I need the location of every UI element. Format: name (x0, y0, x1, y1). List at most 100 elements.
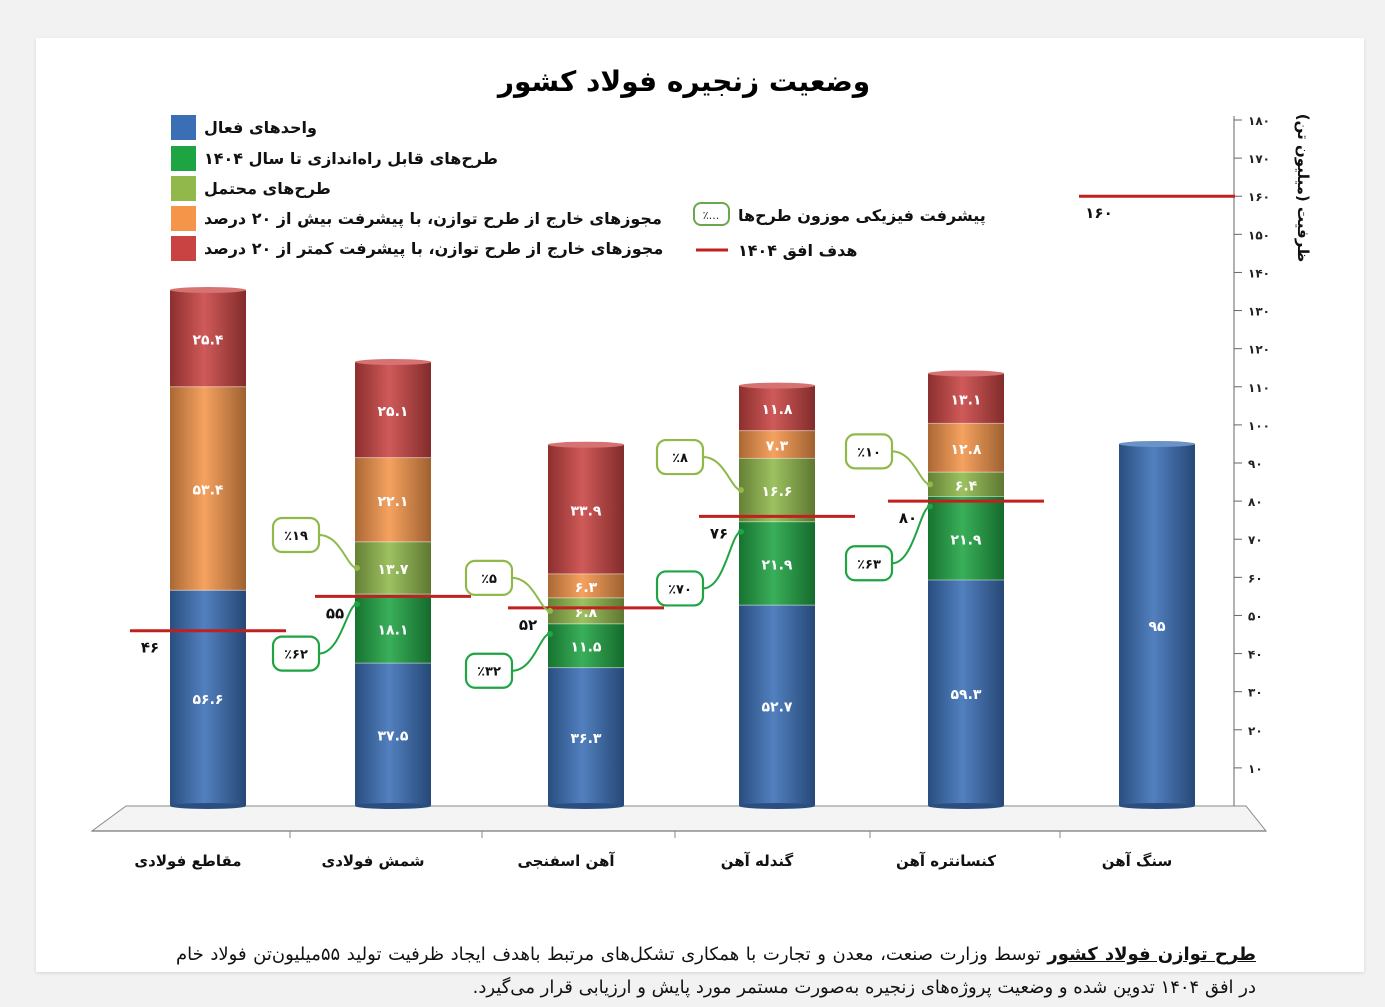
legend-item-label: واحدهای فعال (204, 118, 317, 137)
data-label: ۱۲.۸ (951, 442, 982, 458)
y-tick-label: ۷۰ (1248, 533, 1263, 547)
progress-connector (702, 530, 742, 590)
progress-value: ٪۳۲ (477, 665, 501, 680)
data-label: ۱۱.۸ (762, 402, 793, 418)
bar-segment (355, 457, 431, 542)
legend-swatch (171, 115, 196, 140)
y-tick-label: ۱۰ (1248, 762, 1263, 776)
category-label: شمش فولادی (321, 852, 424, 870)
legend-item-label: مجوزهای خارج از طرح توازن، با پیشرفت کمت… (204, 239, 663, 259)
progress-connector (511, 576, 551, 612)
bar-segment (1119, 443, 1195, 806)
bar-base (548, 803, 624, 809)
footnote: طرح توازن فولاد کشور توسط وزارت صنعت، مع… (176, 938, 1256, 1004)
progress-box (844, 433, 894, 470)
bar-segment (928, 496, 1004, 581)
progress-value: ٪۶۳ (857, 557, 881, 572)
bar-cap (355, 359, 431, 366)
y-tick-label: ۵۰ (1248, 609, 1263, 623)
progress-value: ٪۸ (672, 451, 688, 466)
progress-box (655, 438, 705, 476)
progress-box (655, 570, 705, 607)
y-tick-label: ۱۶۰ (1248, 190, 1270, 204)
chart-title: وضعیت زنجیره فولاد کشور (496, 65, 870, 98)
category-label: سنگ آهن (1102, 852, 1173, 870)
bar-segment (170, 289, 246, 387)
y-tick-label: ۱۵۰ (1248, 228, 1270, 242)
legend-progress-box (693, 202, 730, 226)
progress-connector-dot (354, 601, 360, 608)
y-tick-label: ۸۰ (1248, 495, 1263, 509)
target-label: ۵۲ (519, 616, 537, 634)
y-tick-label: ۴۰ (1248, 648, 1263, 662)
category-label: آهن اسفنجی (517, 852, 615, 870)
data-label: ۲۱.۹ (951, 532, 982, 548)
progress-box (464, 652, 514, 689)
data-label: ۵۶.۶ (193, 692, 224, 708)
bar-segment (355, 663, 431, 806)
bar-segment (170, 386, 246, 591)
chart-card: وضعیت زنجیره فولاد کشور ۱۰ ۲۰ ۳۰ ۴۰ ۵۰ ۶۰ ۷۰ ۸۰… (36, 38, 1364, 998)
bar-segment (548, 444, 624, 574)
progress-connector (318, 603, 358, 655)
legend-target-label: هدف افق ۱۴۰۴ (738, 241, 858, 260)
bar-segment (928, 472, 1004, 497)
bar-segment (928, 373, 1004, 424)
data-label: ۱۶.۶ (762, 484, 793, 500)
legend-swatch (171, 146, 196, 171)
progress-connector-dot (738, 487, 744, 494)
data-label: ۲۵.۱ (378, 404, 409, 420)
progress-connector-dot (547, 607, 553, 614)
legend-progress-label: پیشرفت فیزیکی موزون طرح‌ها (738, 206, 986, 226)
bar-segment (739, 430, 815, 459)
progress-value: ٪۶۲ (284, 648, 308, 663)
data-label: ۳۶.۳ (571, 731, 602, 747)
legend-item-label: طرح‌های محتمل (204, 179, 331, 198)
y-tick-label: ۱۲۰ (1248, 343, 1270, 357)
progress-connector-dot (927, 481, 933, 488)
category-label: مقاطع فولادی (134, 852, 241, 870)
bar-cap (1119, 440, 1195, 447)
data-label: ۱۱.۵ (571, 640, 602, 656)
data-label: ۱۳.۷ (378, 562, 409, 578)
bar-segment (739, 605, 815, 806)
data-label: ۵۳.۴ (193, 483, 224, 499)
chart-floor (90, 805, 1268, 838)
target-label: ۷۶ (710, 524, 728, 542)
progress-value: ٪۱۰ (857, 445, 881, 460)
bar-cap (548, 441, 624, 448)
y-axis-label: ظرفیت (میلیون تن) (1294, 114, 1312, 262)
category-labels: مقاطع فولادی شمش فولادی آهن اسفنجی گندله آه… (134, 852, 1172, 870)
floor-plane (90, 805, 1268, 832)
bar-segment (548, 623, 624, 668)
y-tick-label: ۶۰ (1248, 571, 1263, 585)
bar-segment (355, 594, 431, 664)
legend-item-label: طرح‌های قابل راه‌اندازی تا سال ۱۴۰۴ (204, 149, 498, 168)
progress-connector-dot (738, 528, 744, 535)
target-label: ۵۵ (326, 604, 344, 622)
data-label: ۳۳.۹ (571, 503, 602, 519)
progress-value: ٪۱۹ (284, 529, 308, 544)
bar-segment (928, 580, 1004, 806)
data-label: ۵۹.۳ (951, 687, 982, 703)
bar-cap (170, 286, 246, 293)
bar-base (739, 803, 815, 809)
bar-segment (739, 385, 815, 431)
y-tick-label: ۲۰ (1248, 724, 1263, 738)
progress-connector-dot (354, 564, 360, 571)
legend-item-label: مجوزهای خارج از طرح توازن، با پیشرفت بیش… (204, 209, 662, 229)
progress-connector-dot (927, 503, 933, 510)
progress-callouts: ٪۶۲ ٪۱۹ ٪۳۲ ٪۵ ٪۷۰ ٪۸ ٪۶۳ ٪۱۰ (271, 433, 933, 689)
bar-base (1119, 803, 1195, 809)
progress-box (464, 559, 514, 596)
bar-segment (170, 590, 246, 806)
data-label: ۶.۴ (955, 478, 978, 494)
data-label: ۲۱.۹ (762, 557, 793, 573)
data-label: ۶.۳ (575, 580, 598, 596)
legend-swatch (171, 206, 196, 231)
legend-progress-sample: ٪... (703, 209, 719, 222)
chart: وضعیت زنجیره فولاد کشور ۱۰ ۲۰ ۳۰ ۴۰ ۵۰ ۶۰ ۷۰ ۸۰… (90, 65, 1312, 870)
progress-connector-dot (547, 630, 553, 637)
bar-base (355, 803, 431, 809)
y-tick-label: ۱۱۰ (1248, 381, 1270, 395)
